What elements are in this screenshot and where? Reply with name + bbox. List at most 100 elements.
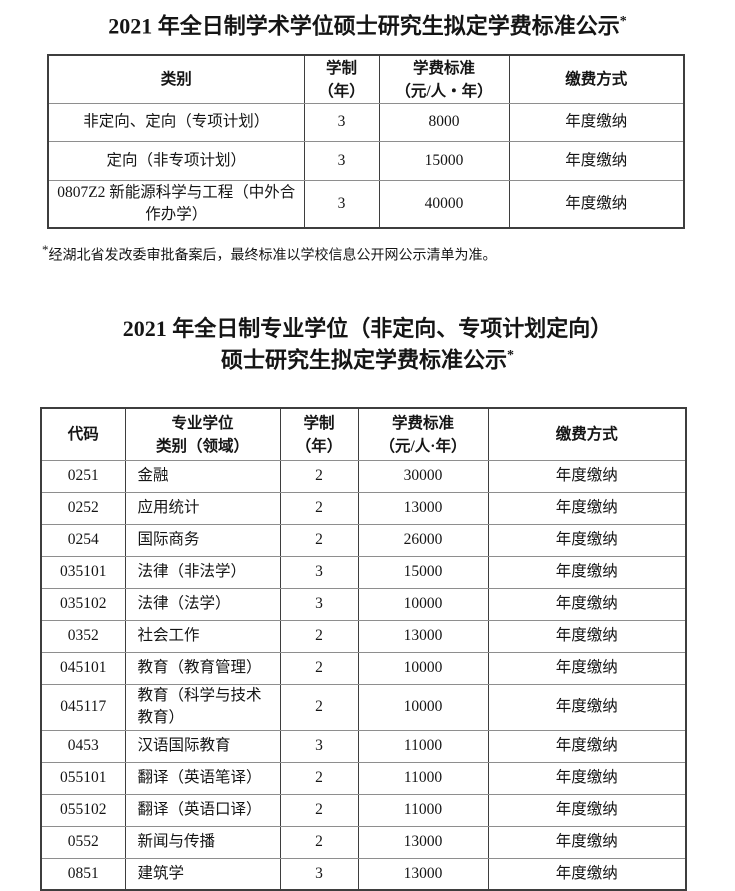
table-row: 045101 教育（教育管理） 2 10000 年度缴纳 [40, 651, 687, 685]
cell-duration: 3 [303, 179, 380, 229]
cell-duration: 2 [279, 491, 359, 525]
col-header-duration: 学制 （年） [279, 407, 359, 461]
cell-duration: 3 [303, 140, 380, 181]
cell-code: 045101 [40, 651, 126, 685]
cell-fee: 30000 [357, 459, 489, 493]
cell-fee: 13000 [357, 491, 489, 525]
cell-major: 翻译（英语笔译） [124, 761, 281, 795]
cell-payment: 年度缴纳 [487, 491, 687, 525]
table-row: 0552 新闻与传播 2 13000 年度缴纳 [40, 825, 687, 859]
header-line: 学制 [303, 414, 335, 432]
cell-major: 金融 [124, 459, 281, 493]
cell-payment: 年度缴纳 [487, 459, 687, 493]
page-title-professional-line1: 2021 年全日制专业学位（非定向、专项计划定向） [122, 315, 613, 341]
cell-duration: 2 [279, 793, 359, 827]
cell-duration: 3 [279, 729, 359, 763]
header-line: 缴费方式 [565, 71, 628, 89]
table-row: 非定向、定向（专项计划） 3 8000 年度缴纳 [47, 102, 685, 142]
cell-major: 新闻与传播 [124, 825, 281, 859]
cell-code: 0453 [40, 729, 126, 763]
cell-fee: 40000 [378, 179, 510, 229]
cell-major: 社会工作 [124, 619, 281, 653]
header-line: 类别 [160, 71, 192, 89]
cell-category: 非定向、定向（专项计划） [47, 102, 305, 142]
cell-payment: 年度缴纳 [508, 179, 685, 229]
cell-payment: 年度缴纳 [487, 825, 687, 859]
cell-duration: 3 [279, 555, 359, 589]
col-header-payment: 缴费方式 [508, 54, 685, 104]
cell-category: 0807Z2 新能源科学与工程（中外合作办学） [47, 179, 305, 229]
cell-duration: 3 [279, 857, 359, 891]
cell-payment: 年度缴纳 [487, 729, 687, 763]
cell-payment: 年度缴纳 [487, 857, 687, 891]
footnote: *经湖北省发改委审批备案后，最终标准以学校信息公开网公示清单为准。 [42, 240, 735, 267]
cell-payment: 年度缴纳 [487, 761, 687, 795]
cell-duration: 2 [279, 651, 359, 685]
table-row: 0251 金融 2 30000 年度缴纳 [40, 459, 687, 493]
page-title-professional-line2-text: 硕士研究生拟定学费标准公示 [220, 347, 507, 373]
header-line: 代码 [67, 426, 99, 444]
table-row: 055102 翻译（英语口译） 2 11000 年度缴纳 [40, 793, 687, 827]
title-asterisk: * [507, 347, 514, 363]
cell-code: 0552 [40, 825, 126, 859]
cell-payment: 年度缴纳 [487, 587, 687, 621]
cell-fee: 10000 [357, 683, 489, 731]
cell-fee: 11000 [357, 761, 489, 795]
cell-code: 0252 [40, 491, 126, 525]
col-header-major: 专业学位类别（领域） [124, 407, 281, 461]
cell-major: 教育（科学与技术教育） [124, 683, 281, 731]
cell-fee: 13000 [357, 857, 489, 891]
table-row: 045117 教育（科学与技术教育） 2 10000 年度缴纳 [40, 683, 687, 731]
table-row: 0252 应用统计 2 13000 年度缴纳 [40, 491, 687, 525]
cell-major: 翻译（英语口译） [124, 793, 281, 827]
page-title-academic-text: 2021 年全日制学术学位硕士研究生拟定学费标准公示 [108, 13, 620, 39]
table-row: 0851 建筑学 3 13000 年度缴纳 [40, 857, 687, 891]
col-header-category: 类别 [47, 54, 305, 104]
table-row: 035101 法律（非法学） 3 15000 年度缴纳 [40, 555, 687, 589]
cell-duration: 2 [279, 523, 359, 557]
page-title-professional-line2: 硕士研究生拟定学费标准公示* [0, 342, 735, 373]
header-line: 学费标准 [412, 59, 475, 77]
cell-duration: 2 [279, 619, 359, 653]
cell-payment: 年度缴纳 [487, 651, 687, 685]
cell-fee: 11000 [357, 793, 489, 827]
cell-code: 0251 [40, 459, 126, 493]
cell-code: 035102 [40, 587, 126, 621]
col-header-duration: 学制 （年） [303, 54, 380, 104]
cell-payment: 年度缴纳 [487, 555, 687, 589]
cell-duration: 2 [279, 825, 359, 859]
cell-duration: 2 [279, 683, 359, 731]
cell-code: 055102 [40, 793, 126, 827]
cell-duration: 3 [303, 102, 380, 142]
cell-code: 0851 [40, 857, 126, 891]
table-row: 定向（非专项计划） 3 15000 年度缴纳 [47, 140, 685, 181]
col-header-payment: 缴费方式 [487, 407, 687, 461]
cell-fee: 15000 [357, 555, 489, 589]
title-asterisk: * [619, 14, 627, 29]
cell-fee: 10000 [357, 587, 489, 621]
footnote-text: 经湖北省发改委审批备案后，最终标准以学校信息公开网公示清单为准。 [48, 248, 497, 264]
cell-fee: 13000 [357, 825, 489, 859]
table-row: 035102 法律（法学） 3 10000 年度缴纳 [40, 587, 687, 621]
cell-category: 定向（非专项计划） [47, 140, 305, 181]
col-header-code: 代码 [40, 407, 126, 461]
cell-duration: 3 [279, 587, 359, 621]
cell-fee: 13000 [357, 619, 489, 653]
header-line: （年） [295, 437, 343, 455]
cell-code: 0254 [40, 523, 126, 557]
cell-fee: 26000 [357, 523, 489, 557]
header-line: 专业学位 [171, 414, 234, 432]
cell-duration: 2 [279, 459, 359, 493]
cell-payment: 年度缴纳 [508, 140, 685, 181]
table-row: 0352 社会工作 2 13000 年度缴纳 [40, 619, 687, 653]
cell-fee: 11000 [357, 729, 489, 763]
header-line: 缴费方式 [555, 426, 618, 444]
header-line: （元/人·年） [379, 437, 467, 455]
cell-major: 建筑学 [124, 857, 281, 891]
header-line: 学费标准 [391, 414, 454, 432]
cell-fee: 8000 [378, 102, 510, 142]
cell-payment: 年度缴纳 [487, 683, 687, 731]
table-row: 0807Z2 新能源科学与工程（中外合作办学） 3 40000 年度缴纳 [47, 179, 685, 229]
header-line: 类别（领域） [155, 437, 249, 455]
academic-tuition-table: 类别 学制 （年） 学费标准 （元/人・年） 缴费方式 非定向、定向（专项计划） 3… [47, 54, 685, 230]
